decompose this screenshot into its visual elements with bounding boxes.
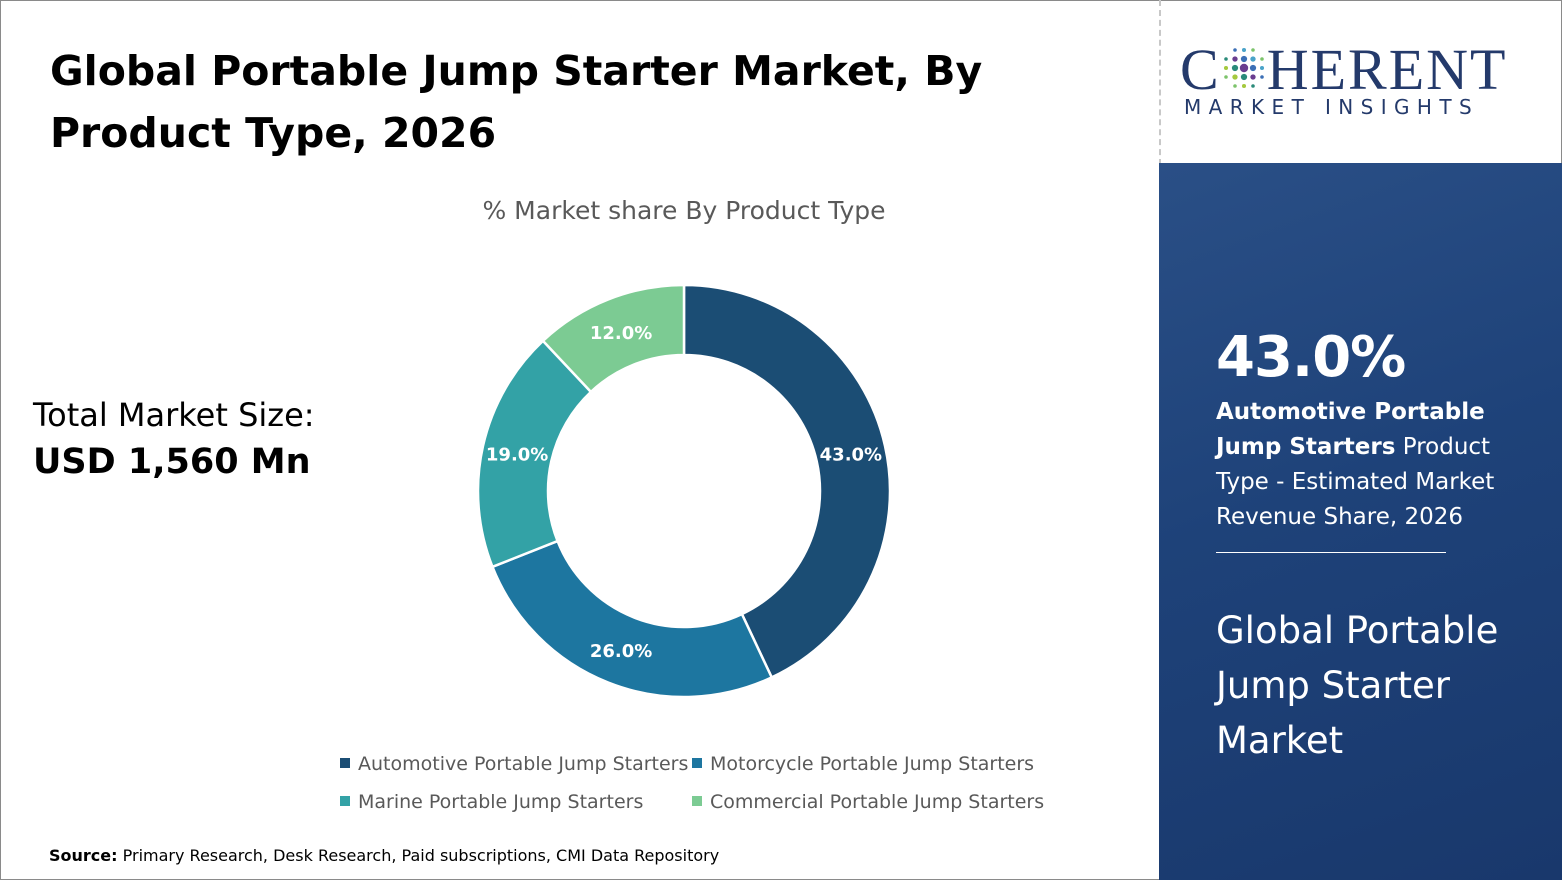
logo-letter-c: C (1180, 37, 1221, 102)
total-market-label: Total Market Size: (33, 396, 315, 434)
legend-item-commercial-portable-jump-starters: Commercial Portable Jump Starters (692, 791, 1044, 813)
highlight-market-name: Global Portable Jump Starter Market (1216, 609, 1499, 762)
brand-logo: C HERENT MARKET INSIGHTS (1180, 38, 1540, 128)
source-note: Source: Primary Research, Desk Research,… (49, 846, 719, 865)
legend-swatch (692, 796, 702, 806)
legend-swatch (692, 758, 702, 768)
highlight-divider (1216, 552, 1446, 553)
legend-label: Motorcycle Portable Jump Starters (710, 753, 1035, 775)
page-title: Global Portable Jump Starter Market, By … (50, 47, 983, 157)
donut-label-commercial-portable-jump-starters: 12.0% (590, 323, 652, 344)
source-text: Primary Research, Desk Research, Paid su… (122, 846, 720, 865)
donut-slice-automotive-portable-jump-starters (682, 283, 892, 680)
donut-label-automotive-portable-jump-starters: 43.0% (820, 445, 882, 466)
donut-label-motorcycle-portable-jump-starters: 26.0% (590, 641, 652, 662)
source-label: Source: (49, 846, 118, 865)
logo-tagline: MARKET INSIGHTS (1184, 95, 1480, 119)
highlight-segment: Automotive Portable Jump Starters (1216, 399, 1485, 460)
donut-slice-commercial-portable-jump-starters (541, 283, 686, 394)
chart-title: % Market share By Product Type (482, 196, 886, 225)
donut-slice-motorcycle-portable-jump-starters (490, 539, 774, 699)
highlight-description-text: Product Type - Estimated Market Revenue … (1216, 434, 1495, 530)
legend-label: Marine Portable Jump Starters (358, 791, 644, 813)
header-divider (1159, 0, 1161, 165)
legend-label: Automotive Portable Jump Starters (358, 753, 689, 775)
legend-item-automotive-portable-jump-starters: Automotive Portable Jump Starters (340, 753, 688, 775)
legend-item-marine-portable-jump-starters: Marine Portable Jump Starters (340, 791, 643, 813)
total-market-value: USD 1,560 Mn (33, 442, 311, 482)
donut-label-marine-portable-jump-starters: 19.0% (486, 445, 548, 466)
highlight-value: 43.0% (1216, 325, 1406, 390)
logo-wordmark: C HERENT (1180, 38, 1507, 102)
highlight-description: Automotive Portable Jump Starters Produc… (1216, 395, 1536, 535)
legend-swatch (340, 758, 350, 768)
legend-swatch (340, 796, 350, 806)
legend-label: Commercial Portable Jump Starters (710, 791, 1045, 813)
logo-letters-rest: HERENT (1266, 37, 1508, 102)
highlight-panel: 43.0% Automotive Portable Jump Starters … (1159, 163, 1562, 880)
legend-item-motorcycle-portable-jump-starters: Motorcycle Portable Jump Starters (692, 753, 1034, 775)
logo-dots-icon (1223, 47, 1264, 89)
